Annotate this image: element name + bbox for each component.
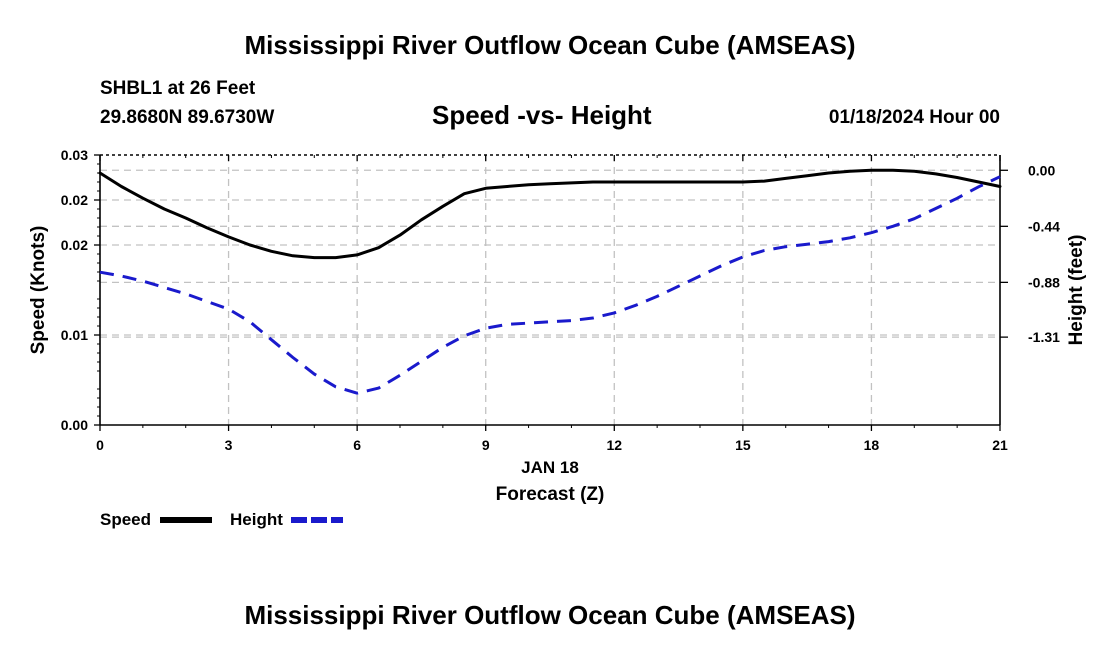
x-tick-label: 18	[864, 437, 880, 453]
x-tick-label: 0	[96, 437, 104, 453]
axis-labels: 0 3 6 9 12 15 18 21 0.00 0.01 0.02 0.02 0.03 0.00 -0.4…	[28, 147, 1087, 505]
y-tick-label: 0.03	[61, 147, 88, 163]
series-line-speed	[98, 168, 1002, 260]
station-coords: 29.8680N 89.6730W	[100, 107, 275, 128]
y2-tick-label: 0.00	[1028, 162, 1055, 178]
x-tick-label: 21	[992, 437, 1008, 453]
y2-axis-title: Height (feet)	[1066, 235, 1087, 346]
y2-tick-label: -1.31	[1028, 329, 1060, 345]
axis-ticks	[94, 154, 1008, 431]
y-tick-label: 0.01	[61, 327, 88, 343]
x-tick-label: 15	[735, 437, 751, 453]
station-label: SHBL1 at 26 Feet	[100, 78, 256, 99]
x-axis-date-label: JAN 18	[521, 458, 579, 477]
series-line-height	[99, 175, 1001, 395]
y-tick-label: 0.02	[61, 192, 88, 208]
forecast-datetime: 01/18/2024 Hour 00	[828, 107, 1000, 128]
y-axis-title: Speed (Knots)	[28, 226, 49, 355]
x-tick-label: 6	[353, 437, 361, 453]
legend-label-speed: Speed	[100, 510, 151, 529]
y2-tick-label: -0.88	[1028, 274, 1060, 290]
legend-label-height: Height	[230, 510, 283, 529]
page-title: Mississippi River Outflow Ocean Cube (AM…	[244, 30, 856, 60]
x-tick-label: 3	[225, 437, 233, 453]
chart-subtitle: Speed -vs- Height	[432, 100, 652, 130]
y-tick-label: 0.02	[61, 237, 88, 253]
footer-title: Mississippi River Outflow Ocean Cube (AM…	[244, 600, 856, 630]
plot-frame	[99, 154, 1001, 426]
y-tick-label: 0.00	[61, 417, 88, 433]
grid-lines	[100, 155, 1000, 425]
chart-legend: Speed Height	[100, 510, 343, 529]
x-tick-label: 9	[482, 437, 490, 453]
x-tick-label: 12	[606, 437, 622, 453]
y2-tick-label: -0.44	[1028, 218, 1060, 234]
x-axis-title: Forecast (Z)	[496, 484, 605, 505]
series-lines	[98, 168, 1002, 395]
